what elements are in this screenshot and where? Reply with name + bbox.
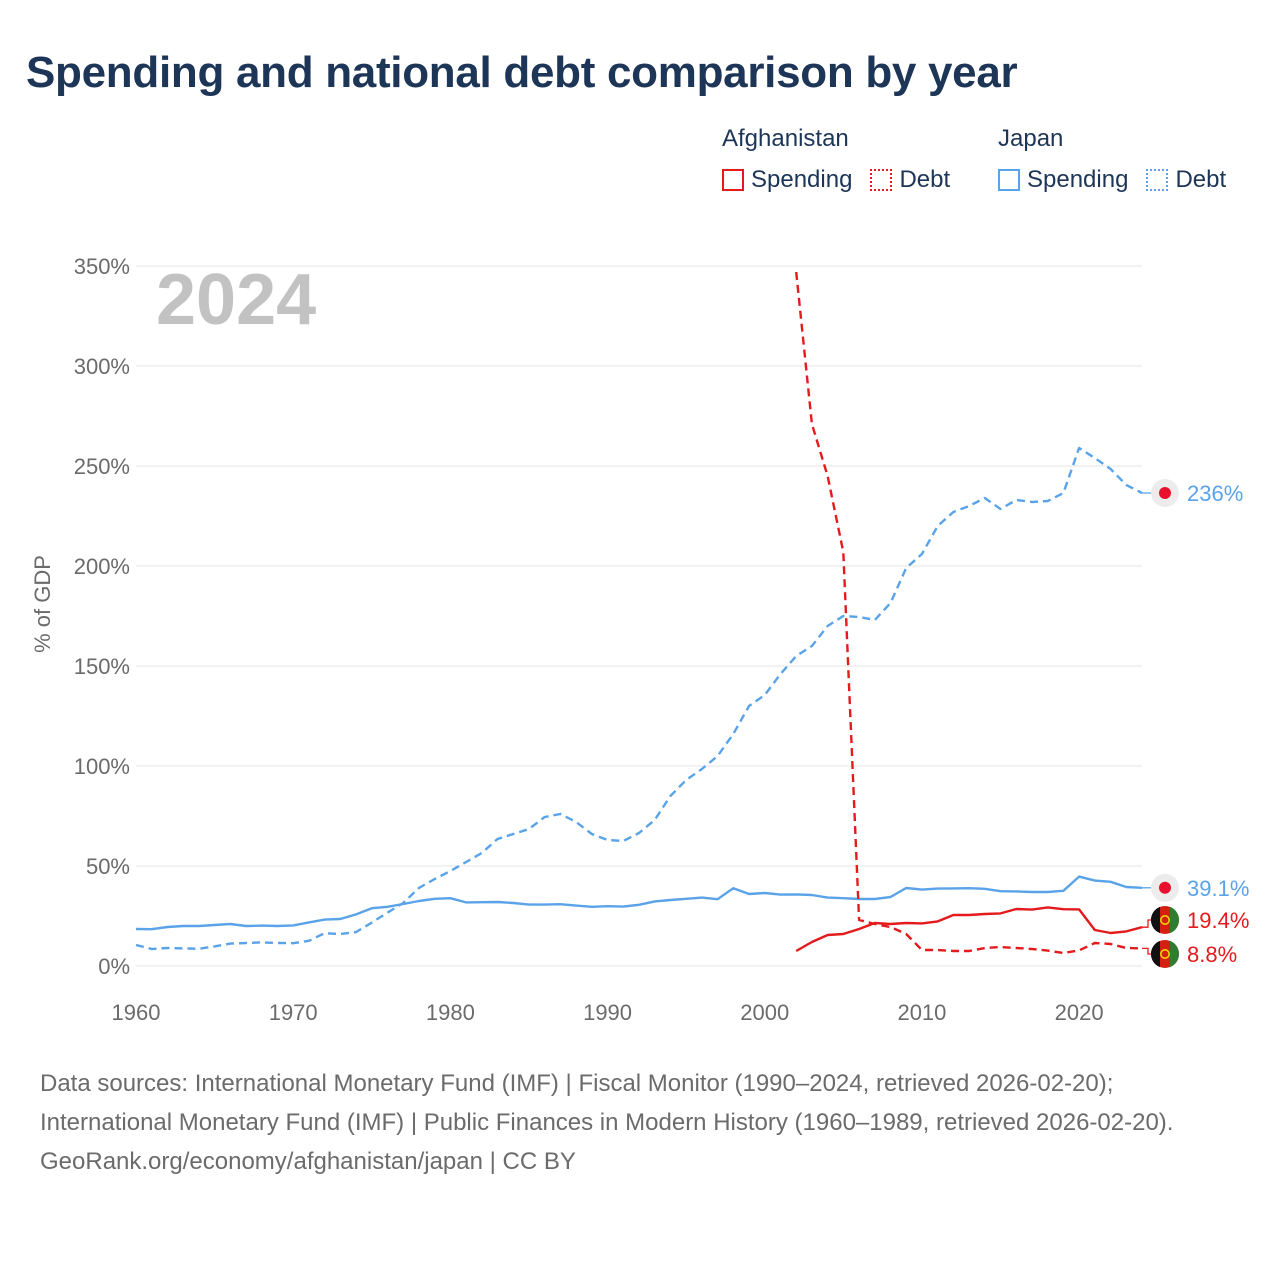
legend-label: Debt [1175,166,1227,193]
legend-item-japan-spending[interactable]: Spending [998,166,1128,194]
series-line-afghanistan-spending [795,906,1143,953]
year-watermark: 2024 [156,260,316,340]
flag-afghanistan-black [1151,940,1160,968]
series-lines [135,271,1143,955]
legend-group-japan: Japan Spending Debt [998,124,1244,194]
attribution: GeoRank.org/economy/afghanistan/japan | … [40,1148,576,1175]
end-marker-afghanistan-debt: 8.8% [1142,940,1237,968]
chart-title: Spending and national debt comparison by… [26,48,1018,97]
leader-line [1142,919,1152,928]
y-tick-label: 50% [86,854,130,879]
end-value-label: 8.8% [1187,942,1237,967]
y-tick-label: 250% [74,454,130,479]
legend-group-title: Japan [998,125,1064,152]
legend-group-title: Afghanistan [722,125,849,152]
x-tick-label: 2000 [740,1000,789,1025]
legend-item-afghanistan-spending[interactable]: Spending [722,166,852,194]
x-tick-label: 2010 [897,1000,946,1025]
gridlines [136,265,1142,967]
series-line-afghanistan-debt [795,271,1143,955]
line-chart: 2024 % of GDP 0% 50% 100% 150% 200% 250% 300% 3… [30,254,1249,1025]
legend-row: Spending Debt [998,166,1244,194]
end-value-label: 39.1% [1187,876,1249,901]
flag-japan-disc [1159,487,1171,499]
y-tick-label: 0% [98,954,130,979]
x-tick-label: 1990 [583,1000,632,1025]
legend-swatch-solid-icon [998,169,1020,191]
legend-item-japan-debt[interactable]: Debt [1146,166,1226,194]
leader-line [1142,947,1152,955]
flag-afghanistan-green [1170,906,1180,934]
end-marker-afghanistan-spending: 19.4% [1142,906,1249,934]
legend-swatch-dotted-icon [870,169,893,191]
end-markers: 39.1% 236% 19.4% 8.8% [1142,479,1249,968]
x-tick-label: 1980 [426,1000,475,1025]
y-tick-label: 350% [74,254,130,279]
x-tick-label: 1970 [269,1000,318,1025]
y-axis-ticks: 0% 50% 100% 150% 200% 250% 300% 350% [74,254,130,979]
flag-afghanistan-emblem [1160,948,1171,959]
y-tick-label: 150% [74,654,130,679]
legend-group-afghanistan: Afghanistan Spending Debt [722,124,968,194]
flag-afghanistan-black [1151,906,1160,934]
footer: Data sources: International Monetary Fun… [40,1064,1240,1181]
x-axis-ticks: 1960 1970 1980 1990 2000 2010 2020 [112,1000,1104,1025]
legend-label: Spending [751,166,853,193]
y-axis-label: % of GDP [30,555,55,653]
end-value-label: 236% [1187,481,1243,506]
legend-swatch-dotted-icon [1146,169,1169,191]
y-tick-label: 300% [74,354,130,379]
end-marker-japan-debt: 236% [1142,479,1243,507]
flag-japan-disc [1159,881,1171,894]
end-value-label: 19.4% [1187,908,1249,933]
data-sources: Data sources: International Monetary Fun… [40,1070,1174,1136]
legend-swatch-solid-icon [722,169,744,191]
x-tick-label: 2020 [1055,1000,1104,1025]
y-tick-label: 200% [74,554,130,579]
legend-item-afghanistan-debt[interactable]: Debt [870,166,950,194]
y-tick-label: 100% [74,754,130,779]
legend-label: Debt [899,166,951,193]
flag-afghanistan-emblem [1160,914,1171,925]
legend-row: Spending Debt [722,166,968,194]
series-line-japan-debt [135,446,1143,951]
x-tick-label: 1960 [112,1000,161,1025]
series-line-japan-spending [135,875,1143,931]
flag-afghanistan-green [1170,940,1179,968]
legend-label: Spending [1027,166,1129,193]
end-marker-japan-spending: 39.1% [1142,873,1249,902]
